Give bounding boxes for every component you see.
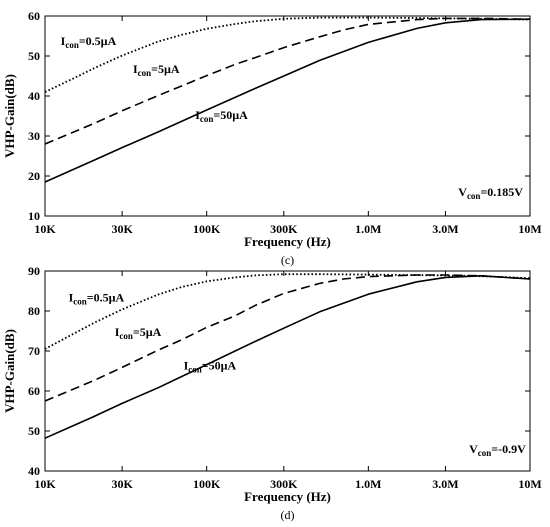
- series-line-solid: [44, 18, 531, 183]
- x-tick-labels: 10K 30K 100K 300K 1.0M 3.0M 10M: [34, 477, 541, 491]
- x-tick-label: 30K: [111, 477, 133, 491]
- series-label-dotted: Icon=0.5µA: [61, 34, 117, 50]
- y-tick-label: 30: [28, 129, 40, 143]
- x-tick-label: 300K: [270, 222, 298, 236]
- vcon-annotation: Vcon=-0.9V: [469, 442, 526, 458]
- voltage-annotation: Vcon=0.185V: [458, 185, 523, 201]
- y-tick-label: 50: [28, 424, 40, 438]
- y-tick-label: 40: [28, 464, 40, 478]
- x-axis-label: Frequency (Hz): [244, 234, 331, 249]
- x-tick-label: 1.0M: [355, 477, 381, 491]
- panel-caption: (c): [281, 253, 294, 267]
- vcon-annotation: Vcon=0.185V: [458, 185, 523, 201]
- x-tick-label: 3.0M: [432, 477, 458, 491]
- series-labels: Icon=0.5µA Icon=5µA Icon=50µA: [69, 290, 237, 374]
- x-tick-label: 300K: [270, 477, 298, 491]
- y-tick-label: 60: [28, 384, 40, 398]
- chart-panel-c: 10K 30K 100K 300K 1.0M 3.0M 10M 10 20 30 40 50 60 F…: [2, 9, 542, 267]
- series-line-dotted: [44, 273, 531, 350]
- y-tick-label: 90: [28, 264, 40, 278]
- series-label-dashed: Icon=5µA: [115, 325, 162, 341]
- series-label-solid: Icon=50µA: [184, 358, 237, 374]
- y-tick-label: 80: [28, 304, 40, 318]
- plot-frame: [44, 15, 531, 217]
- series-line-dashed: [44, 17, 531, 145]
- series-labels: Icon=0.5µA Icon=5µA Icon=50µA: [61, 34, 249, 124]
- chart-panel-d: 10K 30K 100K 300K 1.0M 3.0M 10M 40 50 60 70 80 90 F…: [2, 264, 542, 522]
- x-tick-label: 1.0M: [355, 222, 381, 236]
- y-tick-labels: 10 20 30 40 50 60: [28, 9, 40, 223]
- x-tick-labels: 10K 30K 100K 300K 1.0M 3.0M 10M: [34, 222, 541, 236]
- x-tick-label: 10K: [34, 477, 56, 491]
- y-axis-label: VHP-Gain(dB): [2, 329, 17, 413]
- series-label-solid: Icon=50µA: [195, 108, 248, 124]
- y-tick-labels: 40 50 60 70 80 90: [28, 264, 40, 478]
- series-line-dashed: [44, 274, 531, 402]
- y-tick-label: 10: [28, 209, 40, 223]
- series-label-dashed: Icon=5µA: [133, 62, 180, 78]
- x-tick-label: 100K: [193, 222, 221, 236]
- series-layer: [44, 16, 531, 183]
- x-tick-label: 3.0M: [432, 222, 458, 236]
- x-tick-label: 10K: [34, 222, 56, 236]
- y-tick-label: 70: [28, 344, 40, 358]
- x-tick-label: 10M: [518, 477, 541, 491]
- x-tick-label: 10M: [518, 222, 541, 236]
- voltage-annotation: Vcon=-0.9V: [469, 442, 526, 458]
- y-tick-label: 50: [28, 49, 40, 63]
- series-line-solid: [44, 275, 531, 439]
- y-tick-label: 20: [28, 169, 40, 183]
- y-axis-label: VHP-Gain(dB): [2, 74, 17, 158]
- tick-marks: [44, 15, 531, 217]
- x-tick-label: 100K: [193, 477, 221, 491]
- series-line-dotted: [44, 16, 531, 93]
- series-label-dotted: Icon=0.5µA: [69, 290, 125, 306]
- y-tick-label: 60: [28, 9, 40, 23]
- panel-caption: (d): [281, 508, 295, 522]
- plot-frame: [44, 270, 531, 472]
- series-layer: [44, 273, 531, 439]
- y-tick-label: 40: [28, 89, 40, 103]
- x-tick-label: 30K: [111, 222, 133, 236]
- x-axis-label: Frequency (Hz): [244, 489, 331, 504]
